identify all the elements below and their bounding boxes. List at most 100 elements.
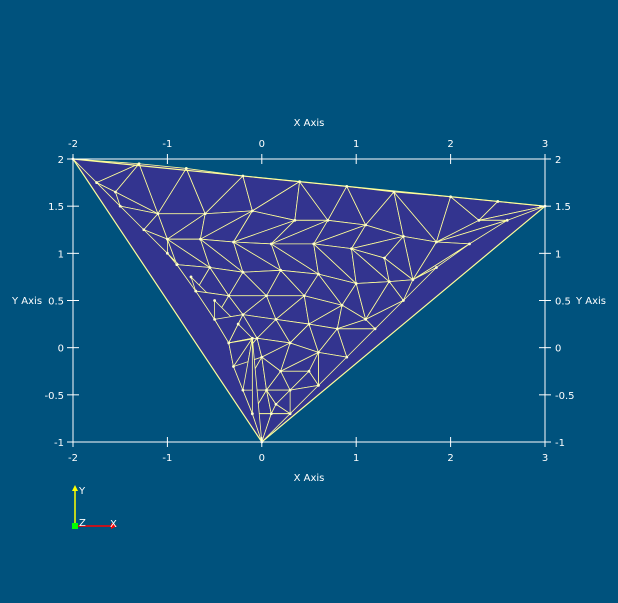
y-tick-label-right: 2 <box>555 155 561 166</box>
mesh-node <box>213 299 217 302</box>
y-axis-title-right: Y Axis <box>575 296 606 307</box>
mesh-node <box>199 237 202 241</box>
mesh-node <box>402 234 405 238</box>
orientation-y-label: Y <box>78 486 86 497</box>
mesh-node <box>250 209 254 213</box>
mesh-node <box>137 162 141 166</box>
mesh-node <box>255 336 259 340</box>
mesh-node <box>241 388 245 392</box>
mesh-node <box>250 412 254 416</box>
mesh-node <box>288 412 292 416</box>
mesh-node <box>411 278 415 282</box>
mesh-node <box>435 266 438 269</box>
mesh-node <box>213 317 217 321</box>
y-tick-label-left: 0.5 <box>48 297 64 308</box>
mesh-node <box>269 412 273 416</box>
y-tick-label-left: 1 <box>58 249 64 260</box>
mesh-node <box>496 200 500 203</box>
mesh-node <box>312 242 316 246</box>
mesh-node <box>274 317 278 321</box>
x-tick-label-bottom: 1 <box>353 453 359 464</box>
mesh-node <box>345 355 349 359</box>
mesh-node <box>241 174 245 178</box>
mesh-element <box>402 267 437 301</box>
x-axis-title-bottom: X Axis <box>294 473 325 484</box>
mesh-node <box>175 263 179 267</box>
mesh-node <box>189 275 193 279</box>
x-arrow-head-icon <box>111 523 117 529</box>
mesh-node <box>288 388 292 392</box>
mesh-node <box>227 341 231 345</box>
mesh-node <box>265 388 268 392</box>
mesh-node <box>274 402 278 406</box>
mesh-node <box>194 289 198 293</box>
mesh-node <box>114 190 117 194</box>
mesh-node <box>232 240 235 244</box>
mesh-node <box>156 212 160 216</box>
mesh-node <box>317 272 320 276</box>
mesh-node <box>340 303 344 307</box>
mesh-node <box>335 327 339 331</box>
mesh-node <box>402 299 405 302</box>
y-tick-label-right: 0.5 <box>555 297 571 308</box>
mesh-node <box>227 294 231 298</box>
x-tick-label-bottom: -1 <box>162 453 172 464</box>
x-tick-label-top: 2 <box>447 139 453 150</box>
mesh-node <box>118 204 122 208</box>
y-tick-label-left: -0.5 <box>44 391 64 402</box>
y-axis-title-left: Y Axis <box>11 296 42 307</box>
mesh-node <box>232 365 235 368</box>
x-tick-label-top: 0 <box>259 139 265 150</box>
orientation-x-label: X <box>110 519 117 530</box>
x-ticks-top: -2 -1 0 1 2 3 <box>68 139 548 164</box>
y-tick-label-right: 1 <box>555 249 561 260</box>
y-tick-label-right: 1.5 <box>555 202 571 213</box>
mesh-node <box>307 369 311 373</box>
mesh-node <box>298 180 301 184</box>
x-ticks-bottom: -2 -1 0 1 2 3 <box>68 437 548 464</box>
mesh-node <box>260 355 264 359</box>
x-tick-label-top: -1 <box>162 139 172 150</box>
y-ticks-right: 2 1.5 1 0.5 0 -0.5 -1 <box>539 155 575 449</box>
mesh-node <box>477 218 481 222</box>
y-tick-label-right: -1 <box>555 438 565 449</box>
orientation-axes-widget: Y Z X <box>72 485 117 530</box>
y-tick-label-right: -0.5 <box>555 391 575 402</box>
mesh-node <box>364 317 368 321</box>
mesh-node <box>307 322 311 326</box>
mesh-element <box>251 337 263 443</box>
mesh-node <box>166 251 169 255</box>
mesh-node <box>435 240 438 244</box>
mesh-boundary <box>71 158 547 443</box>
mesh-node <box>203 212 207 216</box>
mesh-node <box>95 181 98 184</box>
z-axis-marker-icon <box>72 523 78 529</box>
y-tick-label-left: 2 <box>58 155 64 166</box>
x-tick-label-bottom: 2 <box>447 453 453 464</box>
y-tick-label-right: 0 <box>555 344 561 355</box>
y-tick-label-left: 1.5 <box>48 202 64 213</box>
y-arrow-head-icon <box>72 485 78 491</box>
x-tick-label-top: 3 <box>542 139 548 150</box>
mesh-node <box>142 228 146 232</box>
mesh-node <box>505 218 509 222</box>
mesh-node <box>383 256 386 260</box>
mesh-node <box>250 336 254 340</box>
mesh-node <box>392 190 396 194</box>
mesh-node <box>166 237 169 241</box>
x-axis-title-top: X Axis <box>294 118 325 129</box>
y-tick-label-left: 0 <box>58 344 64 355</box>
cube-axes: -2 -1 0 1 2 3 -2 -1 0 1 2 3 21.510.50-0.5-1 21.510… <box>11 118 606 484</box>
mesh-node <box>350 247 353 251</box>
mesh-node <box>302 294 306 298</box>
y-tick-label-left: -1 <box>54 438 64 449</box>
mesh-node <box>241 270 245 274</box>
mesh-node <box>354 282 358 285</box>
mesh-node <box>317 384 320 387</box>
x-tick-label-bottom: -2 <box>68 453 78 464</box>
mesh-node <box>326 218 330 222</box>
mesh-node <box>184 167 188 170</box>
mesh-node <box>269 242 273 246</box>
mesh-node <box>345 184 349 188</box>
